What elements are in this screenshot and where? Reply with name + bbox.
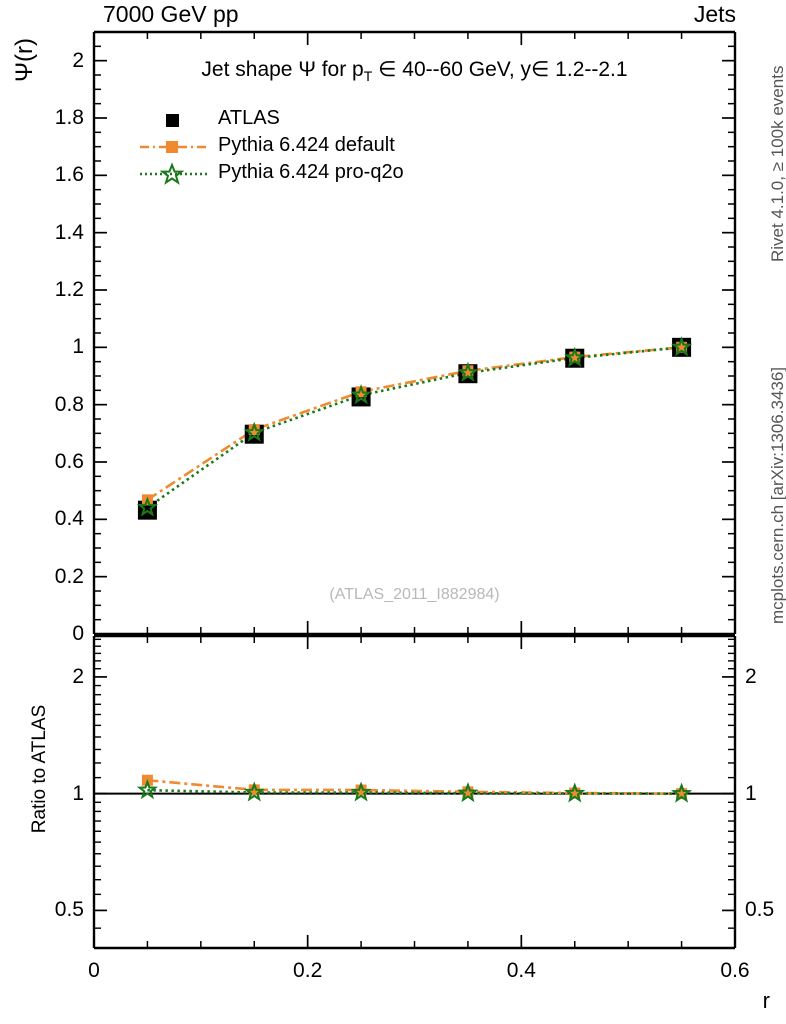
main-datapoint-pythia-6-424-pro-q2o bbox=[350, 384, 372, 405]
x-axis-tick-label: 0.2 bbox=[293, 959, 323, 982]
main-datapoint-pythia-6-424-pro-q2o bbox=[670, 336, 693, 357]
ratio-datapoint-pythia-6-424-pro-q2o bbox=[457, 782, 479, 803]
main-ytick-label: 1 bbox=[72, 335, 84, 359]
plot-title-subscript: T bbox=[363, 68, 373, 85]
analysis-watermark: (ATLAS_2011_I882984) bbox=[329, 586, 500, 603]
main-datapoint-pythia-6-424-pro-q2o bbox=[564, 346, 586, 367]
main-ytick-label: 0.6 bbox=[54, 450, 84, 473]
legend-key-pythia-default bbox=[140, 141, 208, 153]
main-datapoint-pythia-6-424-default bbox=[676, 341, 688, 353]
main-series-line-pythia-6-424-default bbox=[146, 346, 682, 501]
plot-title-pre: Jet shape Ψ for p bbox=[201, 58, 364, 81]
ratio-datapoint-pythia-6-424-pro-q2o bbox=[670, 782, 693, 803]
main-datapoint-pythia-6-424-pro-q2o bbox=[136, 496, 159, 517]
legend-label-pythia-default: Pythia 6.424 default bbox=[218, 134, 395, 156]
main-datapoint-pythia-6-424-pro-q2o bbox=[243, 421, 265, 442]
x-axis-tick-label: 0 bbox=[88, 959, 100, 982]
main-ytick-label: 0.2 bbox=[54, 564, 84, 588]
main-datapoint-pythia-6-424-default bbox=[569, 351, 581, 363]
main-datapoint-pythia-6-424-default bbox=[462, 365, 474, 377]
ratio-ytick-label: 0.5 bbox=[54, 898, 84, 922]
ratio-series-line-pythia-6-424-pro-q2o bbox=[147, 788, 682, 795]
ratio-datapoint-pythia-6-424-default bbox=[569, 787, 581, 799]
main-ytick-label: 2 bbox=[72, 48, 84, 72]
ratio-ytick-label-right: 2 bbox=[745, 664, 757, 688]
x-axis-tick-label: 0.6 bbox=[720, 959, 750, 982]
plot-title: Jet shape Ψ for pT ∈ 40--60 GeV, y∈ 1.2-… bbox=[94, 57, 735, 84]
main-series-line-pythia-6-424-pro-q2o bbox=[146, 346, 682, 509]
ratio-ytick-label: 1 bbox=[72, 781, 84, 805]
header-analysis-label: Jets bbox=[693, 1, 736, 27]
legend-label-atlas: ATLAS bbox=[218, 107, 280, 129]
x-axis-tick-label: 0.4 bbox=[506, 959, 536, 982]
ratio-ytick-label-right: 0.5 bbox=[745, 898, 775, 922]
ratio-datapoint-pythia-6-424-default bbox=[462, 786, 474, 798]
main-datapoint-pythia-6-424-default bbox=[355, 386, 367, 398]
main-ytick-label: 1.8 bbox=[54, 106, 84, 129]
legend-key-pythia-proq2o bbox=[140, 162, 208, 185]
main-ytick-label: 1.6 bbox=[54, 163, 84, 187]
main-ytick-label: 1.4 bbox=[54, 220, 84, 244]
plot-title-post: ∈ 40--60 GeV, y∈ 1.2--2.1 bbox=[372, 58, 628, 81]
header-beam-label: 7000 GeV pp bbox=[103, 1, 239, 27]
ratio-datapoint-pythia-6-424-default bbox=[676, 788, 688, 800]
main-ytick-label: 0 bbox=[72, 622, 84, 645]
main-ytick-label: 0.8 bbox=[54, 392, 84, 416]
x-axis-label: r bbox=[762, 988, 770, 1013]
main-datapoint-pythia-6-424-pro-q2o bbox=[457, 361, 479, 382]
main-datapoint-pythia-6-424-default bbox=[248, 424, 260, 436]
main-ytick-label: 0.4 bbox=[54, 507, 84, 531]
main-ytick-label: 1.2 bbox=[54, 278, 84, 301]
ratio-datapoint-pythia-6-424-default bbox=[355, 784, 367, 796]
ratio-datapoint-pythia-6-424-pro-q2o bbox=[350, 781, 372, 802]
legend-key-atlas bbox=[166, 114, 179, 127]
legend-label-pythia-proq2o: Pythia 6.424 pro-q2o bbox=[218, 161, 404, 183]
ratio-datapoint-pythia-6-424-pro-q2o bbox=[136, 779, 159, 800]
ratio-datapoint-pythia-6-424-pro-q2o bbox=[243, 781, 265, 802]
ratio-ytick-label-right: 1 bbox=[745, 781, 757, 805]
ratio-datapoint-pythia-6-424-pro-q2o bbox=[564, 782, 586, 803]
ratio-ytick-label: 2 bbox=[72, 664, 84, 688]
ratio-datapoint-pythia-6-424-default bbox=[248, 784, 260, 796]
